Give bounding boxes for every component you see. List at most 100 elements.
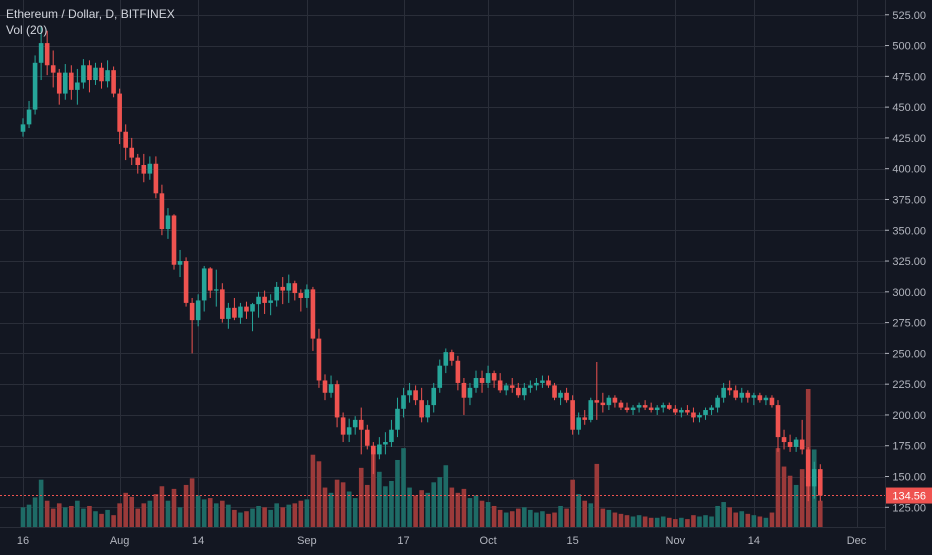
candle-body[interactable] [588, 400, 594, 420]
candle-body[interactable] [298, 293, 304, 298]
candle-body[interactable] [38, 43, 44, 63]
candle-body[interactable] [407, 390, 412, 396]
candle-body[interactable] [135, 157, 141, 165]
candle-body[interactable] [739, 392, 745, 398]
candle-body[interactable] [69, 72, 74, 90]
candle-body[interactable] [62, 72, 68, 94]
candle-body[interactable] [455, 360, 461, 383]
candle-body[interactable] [534, 382, 539, 386]
candle-body[interactable] [316, 338, 322, 381]
candle-body[interactable] [751, 395, 757, 398]
candle-body[interactable] [709, 407, 714, 411]
candle-body[interactable] [654, 407, 660, 411]
candle-body[interactable] [389, 429, 394, 443]
candle-body[interactable] [419, 400, 424, 418]
candle-body[interactable] [99, 67, 104, 82]
candle-body[interactable] [395, 408, 400, 430]
candle-body[interactable] [207, 268, 213, 291]
candle-body[interactable] [87, 65, 92, 81]
candle-body[interactable] [540, 380, 545, 383]
candle-body[interactable] [20, 124, 26, 132]
candle-body[interactable] [618, 402, 624, 408]
candle-body[interactable] [32, 62, 38, 110]
candle-body[interactable] [262, 296, 267, 303]
candle-body[interactable] [147, 163, 153, 174]
candle-body[interactable] [564, 392, 569, 401]
candle-body[interactable] [358, 419, 364, 430]
candle-body[interactable] [129, 147, 135, 158]
candle-body[interactable] [582, 417, 588, 420]
candle-body[interactable] [352, 419, 358, 428]
candle-body[interactable] [648, 407, 654, 411]
candle-body[interactable] [522, 387, 527, 396]
candle-body[interactable] [666, 405, 672, 409]
candle-body[interactable] [44, 43, 50, 66]
candle-body[interactable] [334, 384, 340, 418]
candle-body[interactable] [220, 289, 225, 319]
candle-body[interactable] [817, 469, 823, 496]
candle-body[interactable] [660, 405, 666, 408]
candle-body[interactable] [558, 392, 563, 398]
candle-body[interactable] [280, 286, 286, 291]
candle-body[interactable] [183, 261, 189, 303]
candle-body[interactable] [177, 261, 183, 265]
candle-body[interactable] [715, 397, 720, 408]
candle-body[interactable] [570, 400, 575, 430]
candle-body[interactable] [159, 193, 165, 230]
candle-body[interactable] [437, 365, 443, 388]
candle-body[interactable] [189, 302, 195, 321]
candle-body[interactable] [195, 300, 201, 321]
candle-body[interactable] [256, 296, 261, 305]
candle-body[interactable] [105, 70, 110, 82]
candle-body[interactable] [268, 300, 273, 303]
candle-body[interactable] [431, 387, 437, 406]
candle-body[interactable] [153, 163, 159, 194]
candle-body[interactable] [286, 283, 292, 291]
candle-body[interactable] [50, 65, 56, 73]
candle-body[interactable] [141, 165, 147, 174]
candle-body[interactable] [594, 400, 600, 403]
candle-body[interactable] [793, 439, 799, 447]
candle-body[interactable] [56, 72, 62, 94]
candle-body[interactable] [328, 384, 334, 393]
candle-body[interactable] [612, 397, 618, 403]
candle-body[interactable] [805, 449, 811, 487]
candle-body[interactable] [811, 469, 817, 487]
candle-body[interactable] [576, 417, 581, 430]
candle-body[interactable] [787, 442, 793, 447]
candle-body[interactable] [552, 385, 557, 398]
candle-body[interactable] [685, 410, 690, 413]
candle-body[interactable] [383, 442, 388, 445]
candle-body[interactable] [244, 306, 249, 312]
candle-body[interactable] [515, 387, 521, 396]
candle-body[interactable] [201, 268, 207, 301]
candle-body[interactable] [371, 445, 376, 455]
candle-body[interactable] [600, 402, 606, 406]
candle-body[interactable] [117, 93, 122, 132]
candle-body[interactable] [377, 444, 382, 455]
candle-body[interactable] [401, 395, 406, 409]
candle-body[interactable] [165, 215, 171, 230]
candle-body[interactable] [274, 286, 279, 301]
candle-body[interactable] [491, 373, 497, 381]
candle-body[interactable] [461, 382, 467, 398]
candle-body[interactable] [93, 67, 98, 81]
candle-body[interactable] [509, 385, 515, 388]
candle-body[interactable] [642, 405, 648, 408]
candle-body[interactable] [123, 131, 128, 148]
candle-body[interactable] [171, 215, 177, 265]
candle-body[interactable] [624, 407, 630, 411]
candle-body[interactable] [310, 289, 316, 339]
candle-body[interactable] [26, 109, 32, 125]
candle-body[interactable] [497, 380, 503, 391]
candle-body[interactable] [304, 289, 310, 298]
candle-body[interactable] [630, 407, 636, 411]
candle-body[interactable] [232, 307, 237, 318]
candle-body[interactable] [769, 397, 775, 406]
candle-body[interactable] [467, 387, 473, 398]
candle-body[interactable] [340, 417, 346, 435]
candle-body[interactable] [81, 65, 86, 83]
candle-body[interactable] [473, 378, 479, 388]
candle-body[interactable] [636, 405, 642, 408]
candle-body[interactable] [757, 395, 763, 401]
